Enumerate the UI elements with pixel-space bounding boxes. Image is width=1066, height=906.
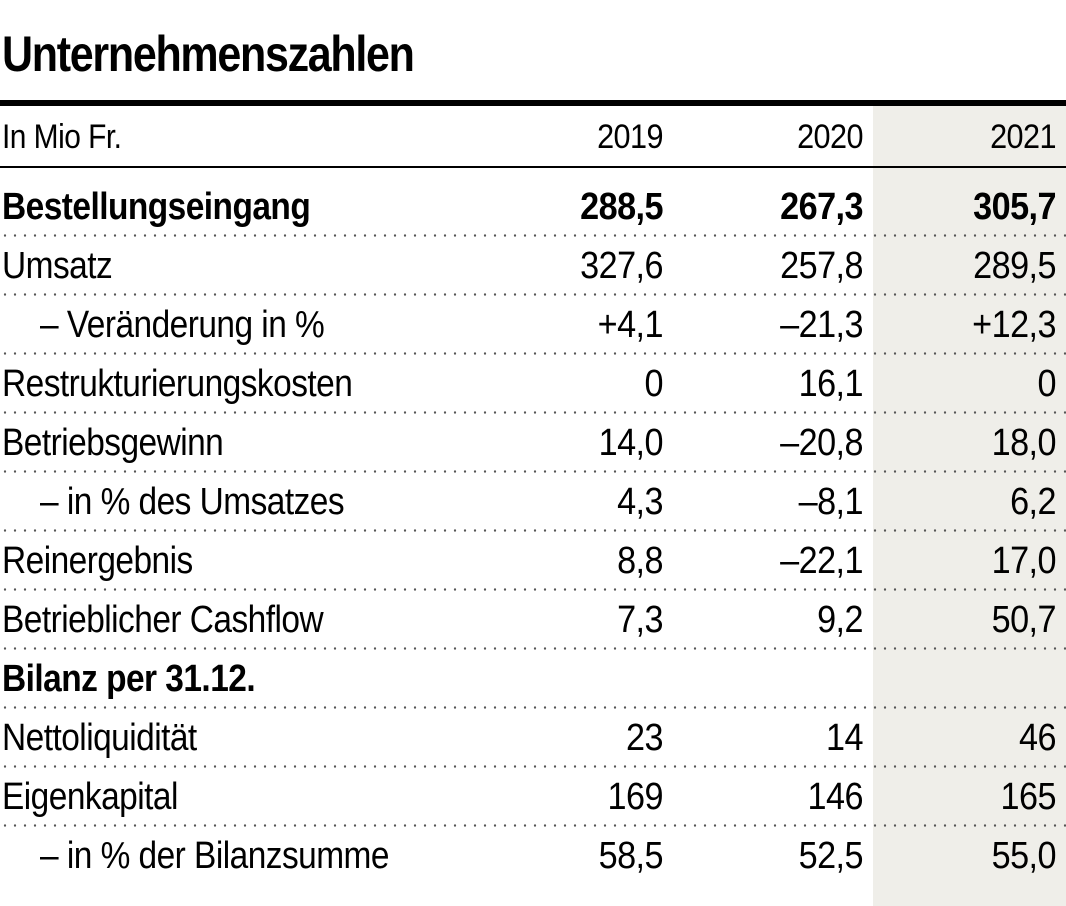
dotted-divider — [0, 234, 1066, 237]
cell-2021: 0 — [1037, 363, 1057, 405]
top-rule — [0, 100, 1066, 106]
row-label: – Veränderung in % — [40, 304, 325, 346]
cell-2021: 165 — [1000, 776, 1057, 818]
dotted-divider — [0, 293, 1066, 296]
dotted-divider — [0, 706, 1066, 709]
cell-2020: 267,3 — [780, 186, 863, 228]
table-row-eigenkapitalquote: – in % der Bilanzsumme 58,5 52,5 55,0 — [0, 827, 1066, 886]
table-row-umsatz: Umsatz 327,6 257,8 289,5 — [0, 237, 1066, 296]
dotted-divider — [0, 411, 1066, 414]
cell-2021: 55,0 — [991, 835, 1057, 877]
cell-2019: 288,5 — [580, 186, 663, 228]
column-header-2019: 2019 — [597, 117, 663, 156]
cell-2020: –21,3 — [780, 304, 863, 346]
table-row-eigenkapital: Eigenkapital 169 146 165 — [0, 768, 1066, 827]
cell-2021: 6,2 — [1010, 481, 1056, 523]
cell-2019: 4,3 — [617, 481, 663, 523]
table-row-bestellungseingang: Bestellungseingang 288,5 267,3 305,7 — [0, 178, 1066, 237]
row-label: – in % des Umsatzes — [40, 481, 345, 523]
page-title: Unternehmenszahlen — [2, 26, 415, 82]
highlight-column-2021 — [873, 106, 1066, 906]
cell-2019: 169 — [607, 776, 664, 818]
row-label: Bilanz per 31.12. — [2, 658, 256, 700]
column-header-2021: 2021 — [990, 117, 1056, 156]
cell-2020: 52,5 — [798, 835, 864, 877]
cell-2020: –22,1 — [780, 540, 863, 582]
dotted-divider — [0, 647, 1066, 650]
cell-2019: +4,1 — [597, 304, 664, 346]
cell-2019: 14,0 — [598, 422, 664, 464]
cell-2019: 58,5 — [598, 835, 664, 877]
table-row-cashflow: Betrieblicher Cashflow 7,3 9,2 50,7 — [0, 591, 1066, 650]
cell-2020: –8,1 — [798, 481, 864, 523]
section-heading-bilanz: Bilanz per 31.12. — [0, 650, 1066, 709]
dotted-divider — [0, 765, 1066, 768]
dotted-divider — [0, 588, 1066, 591]
cell-2019: 327,6 — [580, 245, 663, 287]
cell-2019: 0 — [644, 363, 664, 405]
row-label: Restrukturierungskosten — [2, 363, 353, 405]
column-header-2020: 2020 — [797, 117, 863, 156]
table-row-reinergebnis: Reinergebnis 8,8 –22,1 17,0 — [0, 532, 1066, 591]
table-row-restrukturierungskosten: Restrukturierungskosten 0 16,1 0 — [0, 355, 1066, 414]
cell-2021: 18,0 — [991, 422, 1057, 464]
row-label: Reinergebnis — [2, 540, 193, 582]
row-label: Eigenkapital — [2, 776, 178, 818]
cell-2020: 16,1 — [798, 363, 864, 405]
table-row-umsatz-veraenderung: – Veränderung in % +4,1 –21,3 +12,3 — [0, 296, 1066, 355]
dotted-divider — [0, 824, 1066, 827]
dotted-divider — [0, 470, 1066, 473]
row-label: Bestellungseingang — [2, 186, 311, 228]
cell-2020: 14 — [826, 717, 864, 759]
cell-2021: 289,5 — [973, 245, 1056, 287]
table-row-betriebsgewinn: Betriebsgewinn 14,0 –20,8 18,0 — [0, 414, 1066, 473]
unit-label: In Mio Fr. — [2, 117, 122, 156]
cell-2021: 46 — [1019, 717, 1057, 759]
cell-2019: 23 — [626, 717, 664, 759]
table-row-betriebsgewinn-marge: – in % des Umsatzes 4,3 –8,1 6,2 — [0, 473, 1066, 532]
cell-2021: +12,3 — [972, 304, 1056, 346]
table-header-row: In Mio Fr. 2019 2020 2021 — [0, 106, 1066, 168]
row-label: Betrieblicher Cashflow — [2, 599, 324, 641]
table-row-nettoliquiditaet: Nettoliquidität 23 14 46 — [0, 709, 1066, 768]
row-label: – in % der Bilanzsumme — [40, 835, 389, 877]
row-label: Nettoliquidität — [2, 717, 197, 759]
cell-2020: 257,8 — [780, 245, 863, 287]
cell-2020: –20,8 — [780, 422, 863, 464]
cell-2020: 9,2 — [817, 599, 863, 641]
row-label: Betriebsgewinn — [2, 422, 224, 464]
cell-2019: 7,3 — [617, 599, 663, 641]
row-label: Umsatz — [2, 245, 113, 287]
cell-2021: 17,0 — [991, 540, 1057, 582]
cell-2020: 146 — [807, 776, 864, 818]
dotted-divider — [0, 529, 1066, 532]
cell-2021: 50,7 — [991, 599, 1057, 641]
dotted-divider — [0, 352, 1066, 355]
cell-2019: 8,8 — [617, 540, 663, 582]
cell-2021: 305,7 — [973, 186, 1056, 228]
header-rule — [0, 166, 1066, 168]
